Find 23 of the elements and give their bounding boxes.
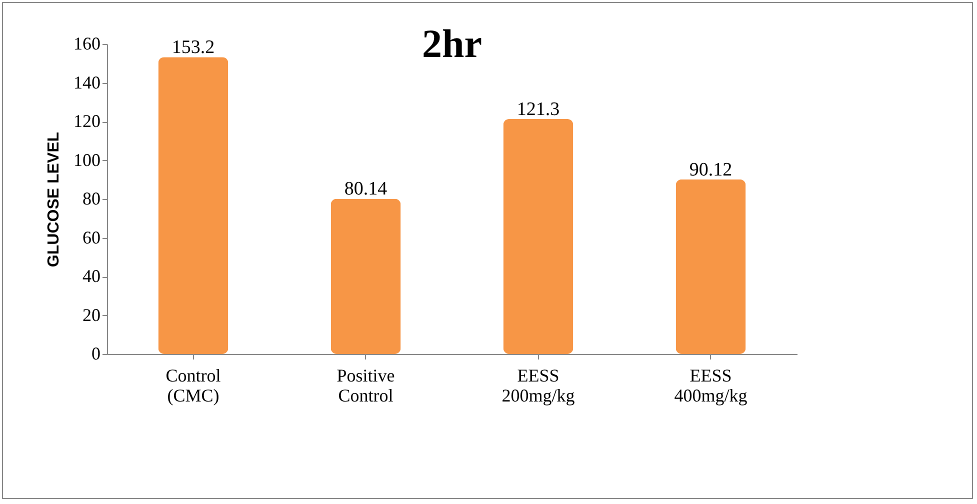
bar <box>676 179 746 354</box>
x-tick-label: Control (CMC) <box>166 366 221 406</box>
chart-title: 2hr <box>422 21 482 66</box>
y-tick-label: 160 <box>74 34 100 54</box>
y-tick-label: 20 <box>82 304 100 325</box>
y-tick-label: 80 <box>82 188 100 208</box>
x-tick-label: Positive Control <box>336 366 395 406</box>
y-tick-label: 0 <box>92 344 100 364</box>
x-tick-label: EESS 200mg/kg <box>502 366 575 406</box>
y-tick-label: 100 <box>74 150 100 170</box>
y-tick-label: 40 <box>82 266 100 286</box>
y-axis-title: GLUCOSE LEVEL <box>46 132 62 268</box>
bar <box>503 118 574 354</box>
y-tick-label: 140 <box>74 72 100 92</box>
y-tick-label: 120 <box>74 111 100 131</box>
data-label: 90.12 <box>689 159 732 180</box>
x-tick-label: EESS 400mg/kg <box>674 366 748 406</box>
bar <box>158 57 228 354</box>
data-label: 153.2 <box>172 37 215 58</box>
data-label: 121.3 <box>516 98 560 120</box>
bar <box>330 198 401 354</box>
y-tick-label: 60 <box>82 227 100 248</box>
data-label: 80.14 <box>344 178 388 200</box>
